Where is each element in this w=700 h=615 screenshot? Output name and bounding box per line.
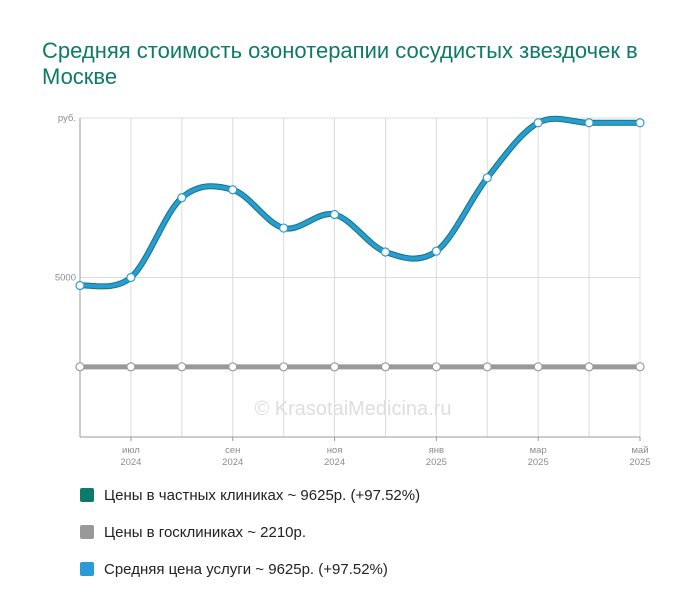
legend-swatch-average — [80, 562, 94, 576]
data-point-1 — [533, 118, 543, 128]
data-point-2 — [635, 362, 645, 372]
x-tick-label-month: июл — [122, 445, 140, 456]
x-tick-label-year: 2025 — [528, 457, 549, 468]
watermark-text: © KrasotaiMedicina.ru — [254, 398, 451, 420]
legend-swatch-private — [80, 488, 94, 502]
data-point-2 — [584, 362, 594, 372]
data-point-2 — [279, 362, 289, 372]
y-tick-label: 5000 — [55, 273, 76, 284]
legend-label-private: Цены в частных клиниках ~ 9625р. (+97.52… — [104, 486, 421, 504]
data-point-2 — [126, 362, 136, 372]
data-point-2 — [75, 362, 85, 372]
data-point-1 — [329, 209, 340, 220]
line-chart: © KrasotaiMedicina.ru руб.5000июл2024сен… — [55, 113, 651, 468]
data-point-1 — [380, 247, 391, 257]
x-tick-label-year: 2024 — [222, 457, 243, 468]
axes: руб.5000июл2024сен2024ноя2024янв2025мар2… — [55, 113, 651, 468]
data-points — [75, 118, 645, 372]
legend: Цены в частных клиниках ~ 9625р. (+97.52… — [80, 486, 420, 597]
x-tick-label-month: май — [631, 445, 648, 456]
x-tick-label-year: 2024 — [324, 457, 345, 468]
x-tick-label-month: мар — [530, 445, 547, 456]
data-point-1 — [584, 118, 594, 128]
data-point-2 — [228, 362, 238, 372]
x-tick-label-year: 2024 — [120, 457, 141, 468]
x-tick-label-year: 2025 — [426, 457, 447, 468]
grid-lines — [80, 117, 641, 437]
data-point-1 — [75, 280, 85, 291]
x-tick-label-month: янв — [429, 445, 444, 456]
data-point-2 — [329, 362, 340, 372]
series-line-0 — [77, 115, 643, 290]
x-tick-label-year: 2025 — [629, 457, 650, 468]
chart-title: Средняя стоимость озонотерапии сосудисты… — [42, 38, 638, 89]
legend-item-average[interactable]: Средняя цена услуги ~ 9625р. (+97.52%) — [80, 560, 420, 578]
series-line-1 — [78, 116, 642, 289]
data-point-1 — [635, 118, 645, 128]
data-point-2 — [533, 362, 543, 372]
legend-swatch-public — [80, 525, 94, 539]
legend-label-public: Цены в госклиниках ~ 2210р. — [104, 523, 307, 541]
data-point-1 — [482, 173, 492, 183]
data-point-2 — [482, 362, 492, 372]
data-point-2 — [431, 362, 441, 372]
legend-item-private[interactable]: Цены в частных клиниках ~ 9625р. (+97.52… — [80, 486, 420, 504]
x-tick-label-month: сен — [225, 445, 240, 456]
data-point-1 — [177, 193, 187, 203]
data-point-1 — [431, 246, 441, 256]
data-point-1 — [279, 223, 289, 233]
data-point-2 — [177, 362, 187, 372]
legend-item-public[interactable]: Цены в госклиниках ~ 2210р. — [80, 523, 420, 541]
series-lines — [77, 115, 643, 370]
legend-label-average: Средняя цена услуги ~ 9625р. (+97.52%) — [104, 560, 388, 578]
x-tick-label-month: ноя — [327, 445, 343, 456]
y-axis-unit-label: руб. — [58, 113, 76, 124]
data-point-1 — [228, 185, 238, 195]
data-point-2 — [380, 362, 391, 372]
data-point-1 — [126, 272, 136, 283]
